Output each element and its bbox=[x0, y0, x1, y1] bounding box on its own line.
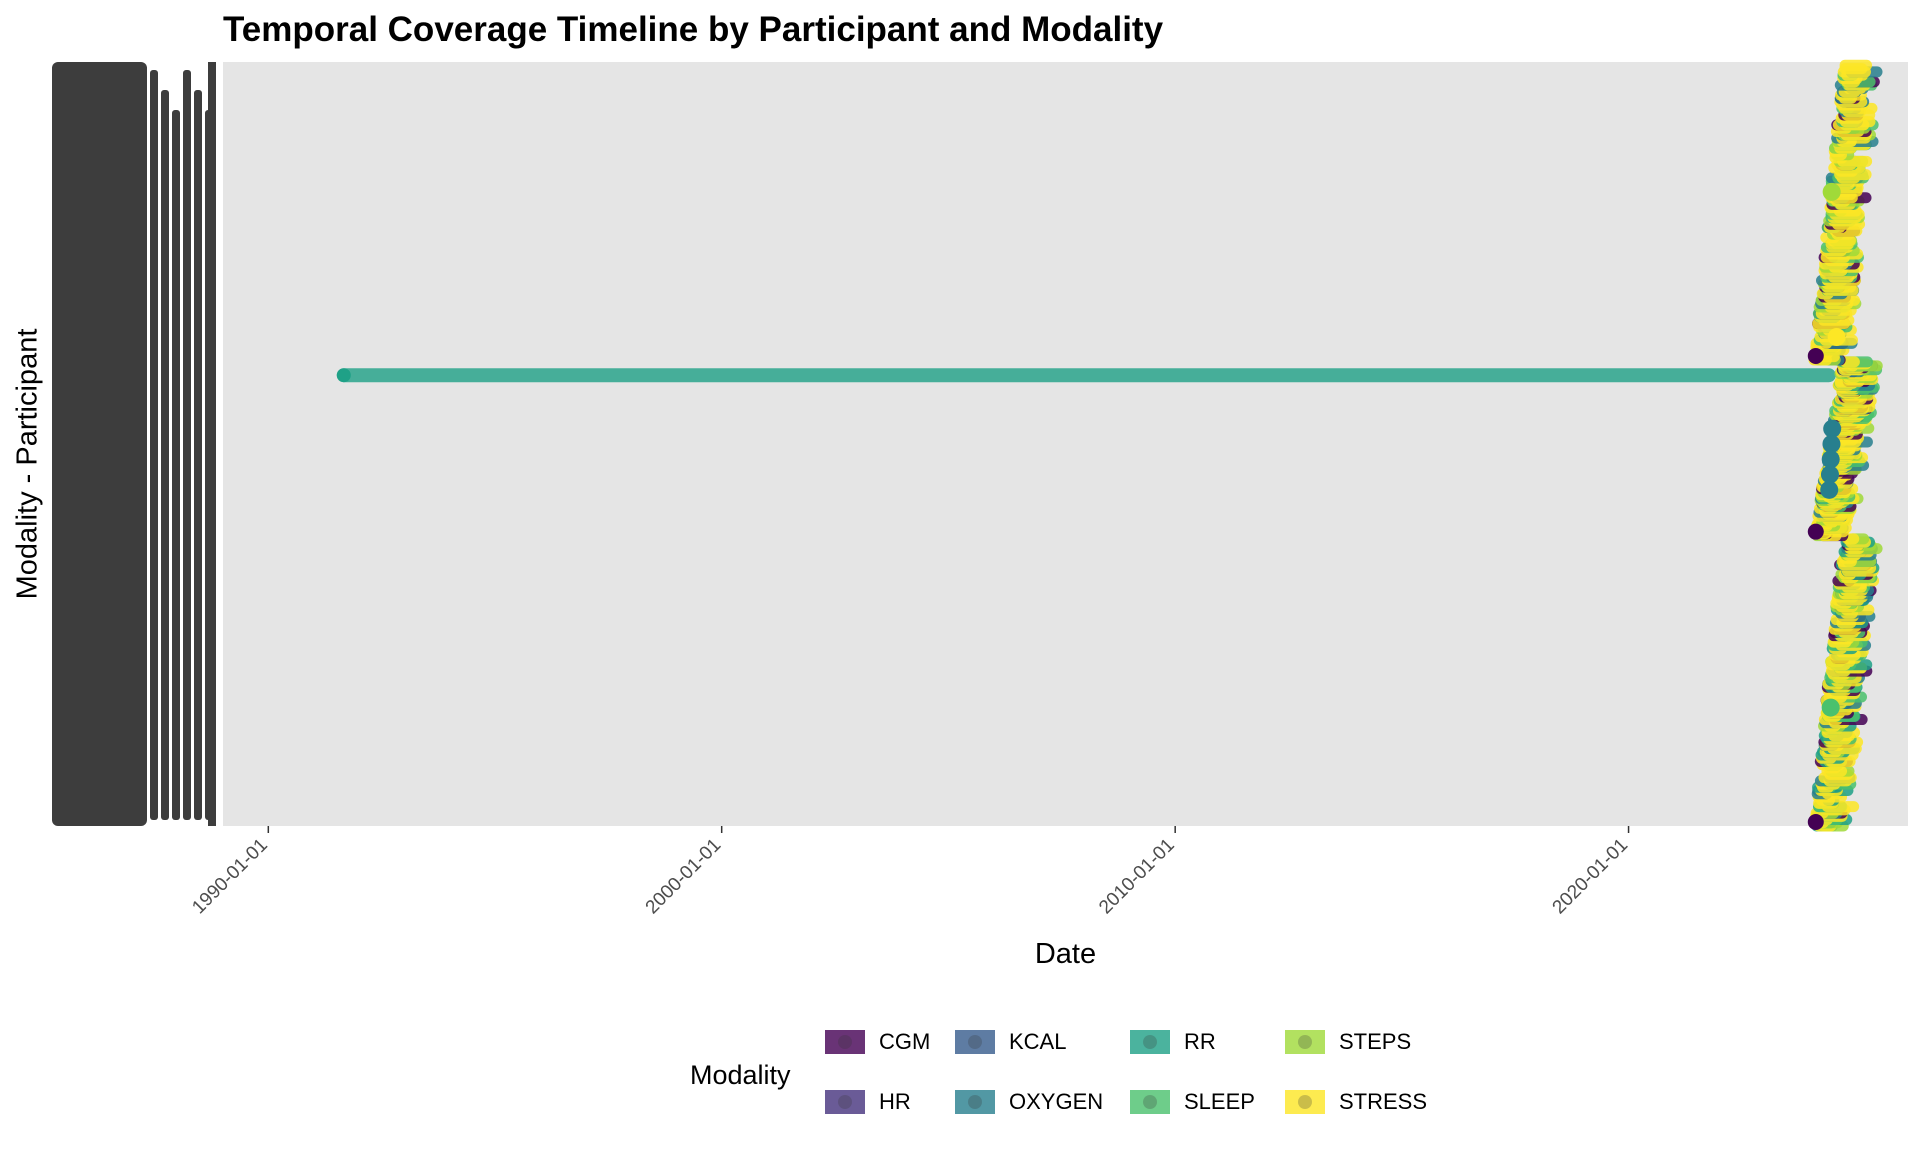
x-tick-label: 2020-01-01 bbox=[1549, 835, 1633, 919]
highlight-point-oxygen bbox=[1821, 450, 1840, 469]
legend-item-steps: STEPS bbox=[1285, 1022, 1411, 1062]
legend-key-swatch bbox=[955, 1090, 995, 1114]
highlight-point-oxygen bbox=[1820, 480, 1839, 499]
cgm-point bbox=[1807, 814, 1824, 830]
y-tick-label-column bbox=[172, 110, 180, 820]
chart-title: Temporal Coverage Timeline by Participan… bbox=[223, 10, 1164, 49]
x-tick-label: 2000-01-01 bbox=[642, 835, 726, 919]
legend-key-swatch bbox=[955, 1030, 995, 1054]
highlight-point-oxygen bbox=[1820, 465, 1839, 484]
highlight-point-steps bbox=[1822, 182, 1841, 201]
legend-item-rr: RR bbox=[1130, 1022, 1216, 1062]
highlight-point-oxygen bbox=[1822, 435, 1841, 453]
legend-label: HR bbox=[879, 1089, 911, 1114]
legend-label: KCAL bbox=[1009, 1029, 1067, 1054]
highlight-point-sleep bbox=[1821, 698, 1840, 717]
legend-key-dot bbox=[1298, 1095, 1312, 1109]
legend-key-swatch bbox=[825, 1090, 865, 1114]
legend-item-oxygen: OXYGEN bbox=[955, 1082, 1103, 1122]
data-marks bbox=[336, 59, 1883, 832]
y-tick-label-column bbox=[194, 90, 202, 820]
legend-key-swatch bbox=[1285, 1090, 1325, 1114]
legend-item-cgm: CGM bbox=[825, 1022, 930, 1062]
x-tick-label: 1990-01-01 bbox=[188, 835, 272, 919]
highlight-point-stress bbox=[1827, 328, 1846, 347]
y-tick-label-column bbox=[161, 90, 169, 820]
x-axis-ticks: 1990-01-01 2000-01-01 2010-01-01 2020-01-01 bbox=[188, 826, 1632, 918]
y-tick-label-area bbox=[52, 62, 216, 826]
legend-key-dot bbox=[1143, 1095, 1157, 1109]
legend-key-swatch bbox=[1285, 1030, 1325, 1054]
legend-key-dot bbox=[968, 1035, 982, 1049]
legend-item-stress: STRESS bbox=[1285, 1082, 1427, 1122]
legend-key-dot bbox=[1143, 1035, 1157, 1049]
y-tick-label-blob bbox=[52, 62, 147, 826]
legend-key-dot bbox=[838, 1035, 852, 1049]
legend: Modality CGM HR KCAL OXYGEN RR SLEEP STEPS STRE… bbox=[690, 1010, 1450, 1130]
legend-key-dot bbox=[838, 1095, 852, 1109]
legend-key-swatch bbox=[1130, 1090, 1170, 1114]
y-tick-label-column bbox=[208, 62, 216, 826]
plot-panel bbox=[223, 62, 1908, 826]
legend-key-dot bbox=[968, 1095, 982, 1109]
legend-item-kcal: KCAL bbox=[955, 1022, 1066, 1062]
legend-label: OXYGEN bbox=[1009, 1089, 1104, 1114]
legend-key-dot bbox=[1298, 1035, 1312, 1049]
y-tick-label-column bbox=[150, 70, 158, 820]
legend-key-swatch bbox=[825, 1030, 865, 1054]
highlight-point-oxygen bbox=[1823, 419, 1842, 438]
y-axis-label: Modality - Participant bbox=[11, 328, 44, 600]
x-tick-label: 2010-01-01 bbox=[1095, 835, 1179, 919]
y-tick-label-column bbox=[183, 70, 191, 820]
cgm-point bbox=[1807, 523, 1824, 540]
legend-label: STEPS bbox=[1339, 1029, 1412, 1054]
legend-label: SLEEP bbox=[1184, 1089, 1255, 1114]
legend-key-swatch bbox=[1130, 1030, 1170, 1054]
legend-label: CGM bbox=[879, 1029, 931, 1054]
x-axis-label: Date bbox=[1034, 938, 1097, 970]
legend-item-sleep: SLEEP bbox=[1130, 1082, 1255, 1122]
rr-segment-start-point bbox=[336, 368, 351, 383]
cgm-point bbox=[1807, 347, 1824, 364]
legend-title: Modality bbox=[690, 1060, 791, 1090]
legend-label: STRESS bbox=[1339, 1089, 1428, 1114]
legend-label: RR bbox=[1184, 1029, 1216, 1054]
legend-item-hr: HR bbox=[825, 1082, 911, 1122]
